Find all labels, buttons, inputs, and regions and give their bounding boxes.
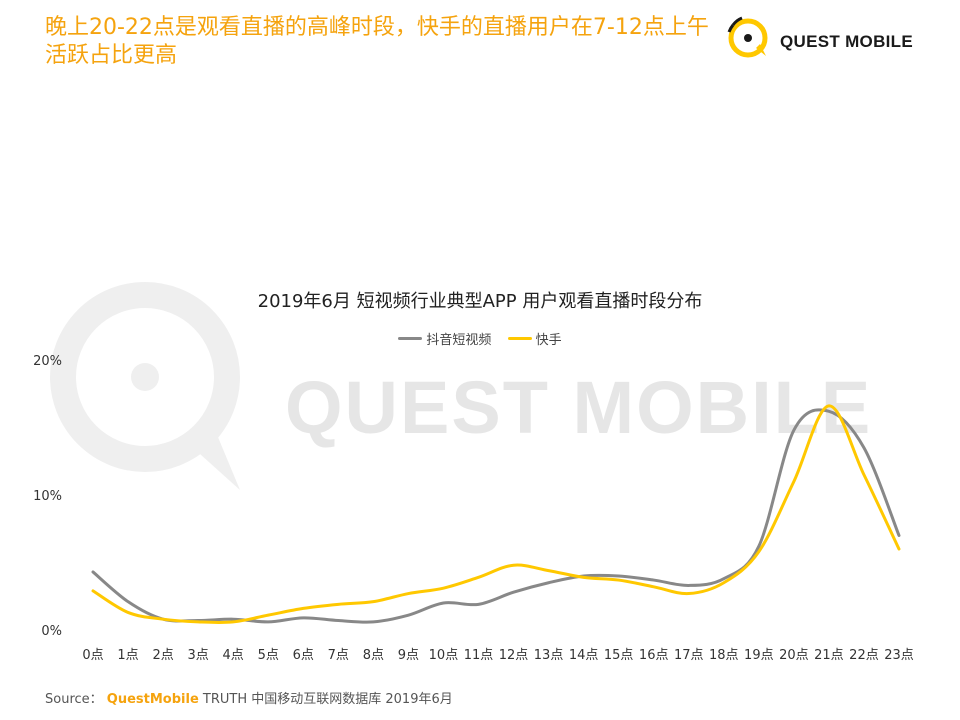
questmobile-logo: QUEST MOBILE — [726, 14, 926, 62]
x-tick-label: 21点 — [814, 648, 844, 663]
x-tick-label: 20点 — [779, 648, 809, 663]
watermark-text: QUEST MOBILE — [285, 366, 873, 449]
x-tick-label: 8点 — [363, 648, 384, 663]
x-tick-label: 22点 — [849, 648, 879, 663]
x-tick-label: 19点 — [744, 648, 774, 663]
x-tick-label: 23点 — [884, 648, 914, 663]
series-line-kuaishou — [91, 404, 901, 625]
headline: 晚上20-22点是观看直播的高峰时段，快手的直播用户在7-12点上午活跃占比更高 — [45, 15, 709, 68]
y-tick-label: 10% — [33, 489, 62, 504]
watermark: QUEST MOBILE — [40, 265, 930, 565]
chart-title: 2019年6月 短视频行业典型APP 用户观看直播时段分布 — [257, 291, 703, 312]
legend-item-kuaishou: 快手 — [507, 329, 562, 348]
x-tick-label: 13点 — [534, 648, 564, 663]
source-rest: TRUTH 中国移动互联网数据库 2019年6月 — [202, 692, 453, 707]
x-tick-label: 17点 — [674, 648, 704, 663]
x-tick-label: 15点 — [604, 648, 634, 663]
x-tick-label: 18点 — [709, 648, 739, 663]
chart-legend: 抖音短视频 快手 — [0, 329, 960, 348]
y-tick-label: 0% — [41, 624, 62, 639]
legend-swatch-kuaishou — [507, 337, 532, 340]
watermark-logo-icon — [50, 282, 240, 490]
x-tick-label: 6点 — [293, 648, 314, 663]
x-tick-label: 14点 — [569, 648, 599, 663]
source-label: Source： — [45, 692, 103, 707]
x-tick-label: 9点 — [398, 648, 419, 663]
legend-label-kuaishou: 快手 — [535, 333, 562, 348]
x-tick-label: 5点 — [258, 648, 279, 663]
x-tick-label: 1点 — [117, 648, 138, 663]
x-tick-label: 3点 — [187, 648, 208, 663]
x-tick-label: 2点 — [152, 648, 173, 663]
y-tick-label: 20% — [33, 354, 62, 369]
x-tick-label: 12点 — [499, 648, 529, 663]
logo-mark-icon — [727, 16, 768, 58]
legend-item-douyin: 抖音短视频 — [398, 329, 491, 348]
logo-text: QUEST MOBILE — [780, 32, 913, 51]
series-line-douyin — [91, 408, 901, 624]
x-tick-label: 4点 — [223, 648, 244, 663]
x-tick-label: 16点 — [639, 648, 669, 663]
legend-swatch-douyin — [398, 337, 423, 340]
x-tick-label: 7点 — [328, 648, 349, 663]
x-tick-label: 11点 — [464, 648, 494, 663]
source-note: Source： QuestMobile TRUTH 中国移动互联网数据库 201… — [45, 688, 453, 707]
legend-label-douyin: 抖音短视频 — [426, 333, 492, 348]
x-tick-label: 0点 — [82, 648, 103, 663]
x-tick-label: 10点 — [429, 648, 459, 663]
source-brand: QuestMobile — [106, 692, 199, 707]
